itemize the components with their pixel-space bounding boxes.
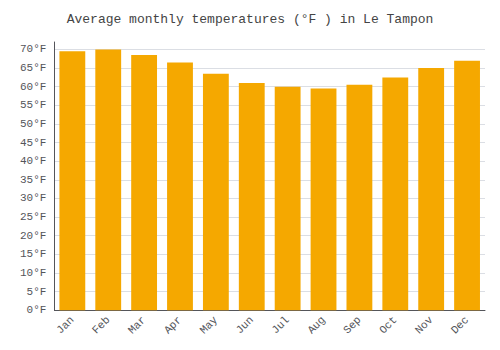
svg-text:40°F: 40°F xyxy=(20,155,46,167)
svg-text:Oct: Oct xyxy=(377,314,399,336)
svg-text:20°F: 20°F xyxy=(20,230,46,242)
svg-text:Sep: Sep xyxy=(341,314,363,336)
svg-text:May: May xyxy=(198,314,221,337)
svg-text:Jun: Jun xyxy=(234,314,256,336)
svg-text:50°F: 50°F xyxy=(20,118,46,130)
svg-text:70°F: 70°F xyxy=(20,43,46,55)
svg-text:Aug: Aug xyxy=(305,314,327,336)
svg-text:45°F: 45°F xyxy=(20,137,46,149)
svg-text:Jan: Jan xyxy=(54,314,76,336)
svg-text:35°F: 35°F xyxy=(20,174,46,186)
svg-text:Jul: Jul xyxy=(269,314,291,336)
svg-text:Feb: Feb xyxy=(90,314,112,336)
svg-text:15°F: 15°F xyxy=(20,248,46,260)
svg-text:Average monthly temperatures (: Average monthly temperatures (°F ) in Le… xyxy=(67,12,434,27)
svg-text:0°F: 0°F xyxy=(27,304,47,316)
svg-text:Mar: Mar xyxy=(126,314,148,336)
svg-text:30°F: 30°F xyxy=(20,192,46,204)
svg-text:5°F: 5°F xyxy=(27,286,47,298)
svg-text:60°F: 60°F xyxy=(20,81,46,93)
svg-text:25°F: 25°F xyxy=(20,211,46,223)
svg-text:Nov: Nov xyxy=(413,314,436,337)
svg-text:65°F: 65°F xyxy=(20,62,46,74)
svg-text:55°F: 55°F xyxy=(20,99,46,111)
svg-text:Apr: Apr xyxy=(162,314,184,336)
svg-text:10°F: 10°F xyxy=(20,267,46,279)
svg-text:Dec: Dec xyxy=(449,314,471,336)
